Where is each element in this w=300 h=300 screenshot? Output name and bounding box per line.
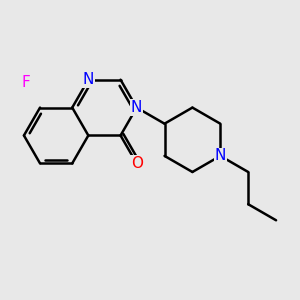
Text: N: N [214, 148, 226, 164]
Text: F: F [21, 75, 30, 90]
Text: N: N [131, 100, 142, 115]
Text: O: O [130, 156, 142, 171]
Text: N: N [82, 72, 94, 87]
